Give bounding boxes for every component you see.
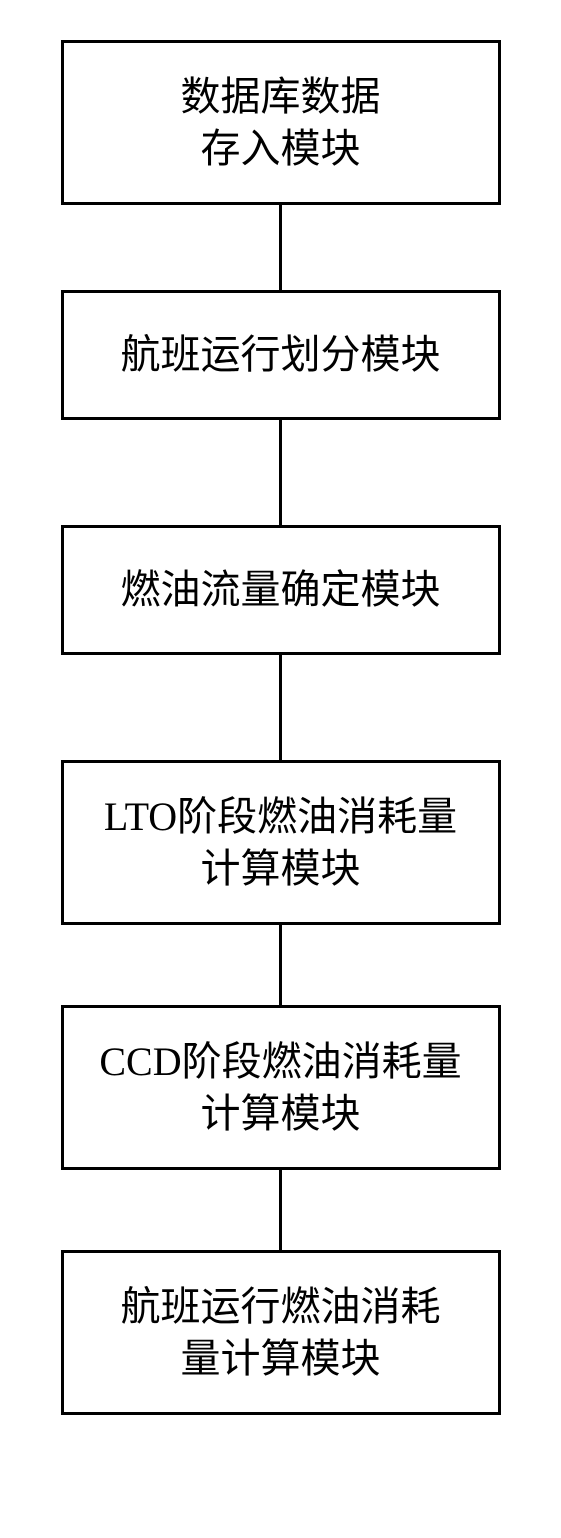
flow-node-node1: 数据库数据 存入模块: [61, 40, 501, 205]
flow-node-label: CCD阶段燃油消耗量 计算模块: [99, 1036, 461, 1140]
flow-node-label: 燃油流量确定模块: [121, 564, 441, 616]
flow-node-label: 航班运行燃油消耗 量计算模块: [121, 1281, 441, 1385]
flow-connector: [279, 655, 282, 760]
flow-connector: [279, 1170, 282, 1250]
flow-node-label: LTO阶段燃油消耗量 计算模块: [104, 791, 457, 895]
flow-node-node6: 航班运行燃油消耗 量计算模块: [61, 1250, 501, 1415]
flow-node-node3: 燃油流量确定模块: [61, 525, 501, 655]
flow-node-label: 航班运行划分模块: [121, 329, 441, 381]
flow-node-node4: LTO阶段燃油消耗量 计算模块: [61, 760, 501, 925]
flow-node-node2: 航班运行划分模块: [61, 290, 501, 420]
flow-connector: [279, 205, 282, 290]
flow-node-node5: CCD阶段燃油消耗量 计算模块: [61, 1005, 501, 1170]
flow-node-label: 数据库数据 存入模块: [181, 71, 381, 175]
flow-connector: [279, 925, 282, 1005]
flow-connector: [279, 420, 282, 525]
flowchart-container: 数据库数据 存入模块航班运行划分模块燃油流量确定模块 LTO阶段燃油消耗量 计算模…: [61, 40, 501, 1415]
